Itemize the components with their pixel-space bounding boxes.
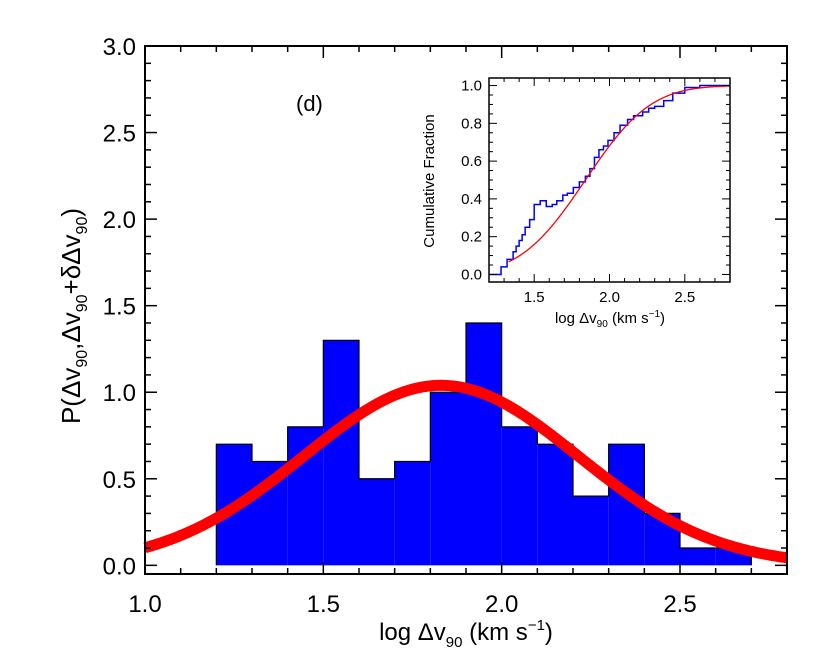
x-tick-label: 1.5 [307, 591, 340, 618]
histogram-bar [573, 496, 609, 566]
gaussian-fit-line [143, 379, 788, 564]
inset-y-tick-label: 0.2 [461, 229, 482, 246]
gaussian-fit-curve [143, 379, 788, 564]
inset-x-tick-label: 2.0 [599, 289, 620, 306]
panel-label: (d) [296, 91, 323, 116]
histogram-bar [359, 478, 395, 566]
x-axis-title: log Δv90 (km s−1) [379, 617, 553, 651]
inset-y-tick-label: 0.0 [461, 266, 482, 283]
gaussian-cdf-line [508, 85, 731, 263]
histogram-bar [537, 444, 573, 566]
inset-y-tick-label: 0.8 [461, 115, 482, 132]
empirical-cdf-line [489, 84, 730, 276]
x-tick-label: 1.0 [128, 591, 161, 618]
histogram-bars [215, 322, 752, 566]
main-plot-frame [144, 45, 788, 575]
inset-y-tick-labels: 0.0 0.2 0.4 0.6 0.8 1.0 [461, 78, 482, 284]
y-tick-label: 1.0 [103, 380, 136, 407]
y-tick-label: 2.5 [103, 121, 136, 148]
inset-x-axis-title: log Δv90 (km s−1) [555, 309, 665, 330]
inset-series [489, 84, 731, 276]
inset-y-axis-title: Cumulative Fraction [421, 114, 438, 247]
y-tick-label: 0.5 [103, 467, 136, 494]
inset-y-tick-label: 1.0 [461, 78, 482, 95]
inset-y-tick-label: 0.4 [461, 191, 482, 208]
y-tick-label: 0.0 [103, 553, 136, 580]
y-tick-label: 1.5 [103, 294, 136, 321]
inset-x-tick-label: 2.5 [674, 289, 695, 306]
x-tick-label: 2.0 [485, 591, 518, 618]
histogram-bar [680, 548, 716, 566]
histogram-outline [215, 322, 752, 566]
y-tick-label: 2.0 [103, 207, 136, 234]
y-tick-label: 3.0 [103, 34, 136, 61]
inset-y-tick-label: 0.6 [461, 153, 482, 170]
histogram-bar [394, 461, 431, 566]
histogram-bar [501, 426, 538, 566]
inset-x-tick-label: 1.5 [524, 289, 545, 306]
main-y-tick-labels: 0.0 0.5 1.0 1.5 2.0 2.5 3.0 [103, 34, 136, 580]
main-x-tick-labels: 1.0 1.5 2.0 2.5 [128, 591, 696, 618]
inset-plot-frame [488, 77, 731, 283]
inset-x-tick-labels: 1.5 2.0 2.5 [524, 289, 695, 306]
histogram-bar [466, 322, 502, 566]
inset-axis-ticks [488, 78, 731, 282]
histogram-bar [323, 340, 359, 566]
x-tick-label: 2.5 [663, 591, 696, 618]
histogram-bar [430, 392, 466, 566]
y-axis-title: P(Δv90,Δv90+δΔv90) [56, 208, 91, 424]
